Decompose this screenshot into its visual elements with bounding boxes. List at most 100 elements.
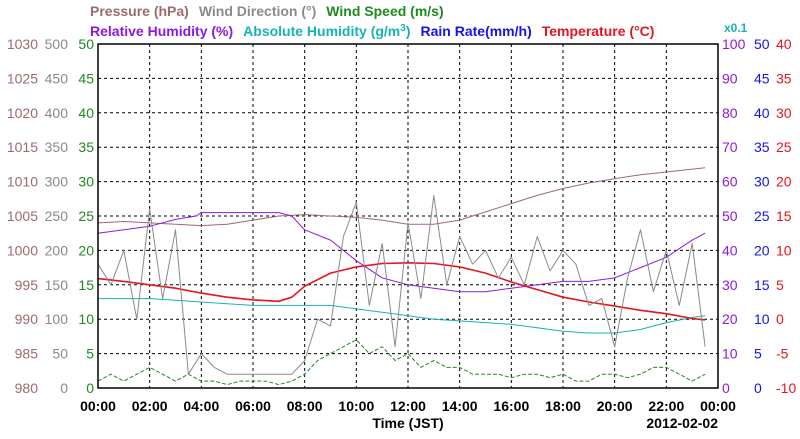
series-line-relative-humidity [97,212,706,293]
wind-direction-tick-label: 0 [60,380,68,396]
legend-entry: Wind Direction (°) [199,3,316,19]
rain-rate-tick-label: 20 [754,242,770,258]
wind-direction-tick-label: 50 [52,346,68,362]
relative-humidity-tick-label: 60 [722,174,738,190]
series-line-absolute-humidity-g-m3-x0-1 [98,298,706,334]
pressure-tick-label: 1030 [7,36,38,52]
temperature-tick-label: 5 [776,277,784,293]
rain-rate-tick-label: 10 [754,311,770,327]
legend-entry: Rain Rate(mm/h) [421,23,532,39]
rain-rate-tick-label: 15 [754,277,770,293]
wind-speed-tick-label: 0 [86,380,94,396]
wind-speed-tick-label: 15 [78,277,94,293]
wind-speed-tick-label: 50 [78,36,94,52]
wind-direction-tick-label: 400 [45,105,69,121]
relative-humidity-tick-label: 30 [722,277,738,293]
wind-speed-tick-label: 45 [78,70,94,86]
x-tick-label: 14:00 [442,398,478,414]
rain-rate-tick-label: 45 [754,70,770,86]
rain-rate-tick-label: 35 [754,139,770,155]
series-line-wind-speed-m-s [97,339,706,386]
wind-speed-tick-label: 30 [78,174,94,190]
x-tick-label: 16:00 [493,398,529,414]
plot-frame [97,43,719,389]
relative-humidity-tick-label: 90 [722,70,738,86]
pressure-tick-label: 1010 [7,174,38,190]
series-line-pressure-hpa [97,167,706,227]
wind-speed-tick-label: 20 [78,242,94,258]
wind-direction-tick-label: 100 [45,311,69,327]
temperature-tick-label: 35 [776,70,792,86]
x-tick-label: 02:00 [132,398,168,414]
relative-humidity-tick-label: 20 [722,311,738,327]
pressure-tick-label: 1000 [7,242,38,258]
abs-humidity-scale-note: x0.1 [724,21,748,35]
wind-direction-tick-label: 500 [45,36,69,52]
temperature-tick-label: 20 [776,174,792,190]
relative-humidity-tick-label: 80 [722,105,738,121]
temperature-tick-label: 10 [776,242,792,258]
wind-speed-tick-label: 10 [78,311,94,327]
wind-speed-tick-label: 25 [78,208,94,224]
legend-entry: Temperature (°C) [542,23,655,39]
temperature-tick-label: 25 [776,139,792,155]
rain-rate-tick-label: 40 [754,105,770,121]
x-tick-label: 00:00 [700,398,736,414]
wind-speed-tick-label: 35 [78,139,94,155]
wind-direction-tick-label: 300 [45,174,69,190]
pressure-tick-label: 1025 [7,70,38,86]
relative-humidity-tick-label: 50 [722,208,738,224]
series-line-wind-direction [97,194,706,375]
legend-entry: Absolute Humidity (g/m3) [243,23,410,39]
x-tick-label: 08:00 [287,398,323,414]
relative-humidity-tick-label: 0 [722,380,730,396]
pressure-tick-label: 1020 [7,105,38,121]
wind-direction-tick-label: 150 [45,277,69,293]
gridlines [98,44,718,388]
x-tick-label: 22:00 [648,398,684,414]
relative-humidity-tick-label: 40 [722,242,738,258]
x-tick-label: 20:00 [597,398,633,414]
legend-entry: Pressure (hPa) [90,3,189,19]
rain-rate-tick-label: 5 [754,346,762,362]
rain-rate-tick-label: 50 [754,36,770,52]
wind-direction-tick-label: 450 [45,70,69,86]
pressure-tick-label: 995 [15,277,39,293]
relative-humidity-tick-label: 100 [722,36,746,52]
pressure-tick-label: 990 [15,311,39,327]
legend: Pressure (hPa) Wind Direction (°) Wind Spe… [90,3,748,39]
relative-humidity-tick-label: 70 [722,139,738,155]
x-tick-label: 04:00 [183,398,219,414]
temperature-tick-label: 0 [776,311,784,327]
x-tick-label: 10:00 [338,398,374,414]
wind-direction-tick-label: 250 [45,208,69,224]
x-tick-label: 18:00 [545,398,581,414]
x-tick-label: 12:00 [390,398,426,414]
date-label: 2012-02-02 [646,415,718,431]
wind-direction-tick-label: 200 [45,242,69,258]
x-tick-label: 00:00 [80,398,116,414]
x-tick-label: 06:00 [235,398,271,414]
wind-speed-tick-label: 5 [86,346,94,362]
series-lines [97,167,706,386]
temperature-tick-label: -5 [776,346,789,362]
legend-entry: Wind Speed (m/s) [326,3,443,19]
pressure-tick-label: 980 [15,380,39,396]
rain-rate-tick-label: 0 [754,380,762,396]
pressure-tick-label: 985 [15,346,39,362]
axes-tick-labels: 9809859909951000100510101015102010251030… [7,36,797,414]
rain-rate-tick-label: 25 [754,208,770,224]
legend-entry: Relative Humidity (%) [90,23,233,39]
wind-direction-tick-label: 350 [45,139,69,155]
rain-rate-tick-label: 30 [754,174,770,190]
series-line-temperature-c [97,261,706,321]
temperature-tick-label: 30 [776,105,792,121]
pressure-tick-label: 1015 [7,139,38,155]
temperature-tick-label: 40 [776,36,792,52]
temperature-tick-label: -10 [776,380,796,396]
x-axis-label: Time (JST) [372,415,443,431]
pressure-tick-label: 1005 [7,208,38,224]
temperature-tick-label: 15 [776,208,792,224]
relative-humidity-tick-label: 10 [722,346,738,362]
